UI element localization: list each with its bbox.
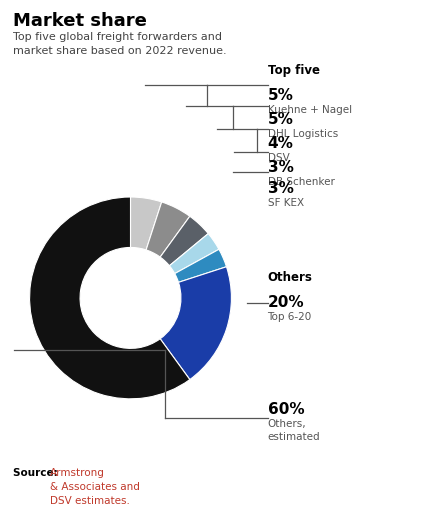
Text: Armstrong
& Associates and
DSV estimates.: Armstrong & Associates and DSV estimates… <box>50 468 140 506</box>
Text: Top five global freight forwarders and
market share based on 2022 revenue.: Top five global freight forwarders and m… <box>13 32 226 56</box>
Text: Kuehne + Nagel: Kuehne + Nagel <box>267 105 351 115</box>
Wedge shape <box>146 202 189 257</box>
Text: 60%: 60% <box>267 402 303 417</box>
Text: 4%: 4% <box>267 136 293 151</box>
Text: 3%: 3% <box>267 160 293 174</box>
Text: 5%: 5% <box>267 112 293 127</box>
Text: Source:: Source: <box>13 468 61 478</box>
Text: DSV: DSV <box>267 153 289 163</box>
Text: 5%: 5% <box>267 88 293 103</box>
Wedge shape <box>160 217 208 266</box>
Text: DB Schenker: DB Schenker <box>267 177 334 187</box>
Text: Others,
estimated: Others, estimated <box>267 419 319 442</box>
Text: Top five: Top five <box>267 64 319 77</box>
Wedge shape <box>130 197 161 250</box>
Text: 3%: 3% <box>267 181 293 196</box>
Wedge shape <box>160 267 231 379</box>
Text: 20%: 20% <box>267 295 303 310</box>
Text: SF KEX: SF KEX <box>267 198 303 208</box>
Text: Others: Others <box>267 271 312 284</box>
Text: Market share: Market share <box>13 12 147 30</box>
Wedge shape <box>30 197 189 399</box>
Text: Top 6-20: Top 6-20 <box>267 312 311 322</box>
Wedge shape <box>169 234 218 273</box>
Wedge shape <box>174 250 226 282</box>
Text: DHL Logistics: DHL Logistics <box>267 129 337 139</box>
